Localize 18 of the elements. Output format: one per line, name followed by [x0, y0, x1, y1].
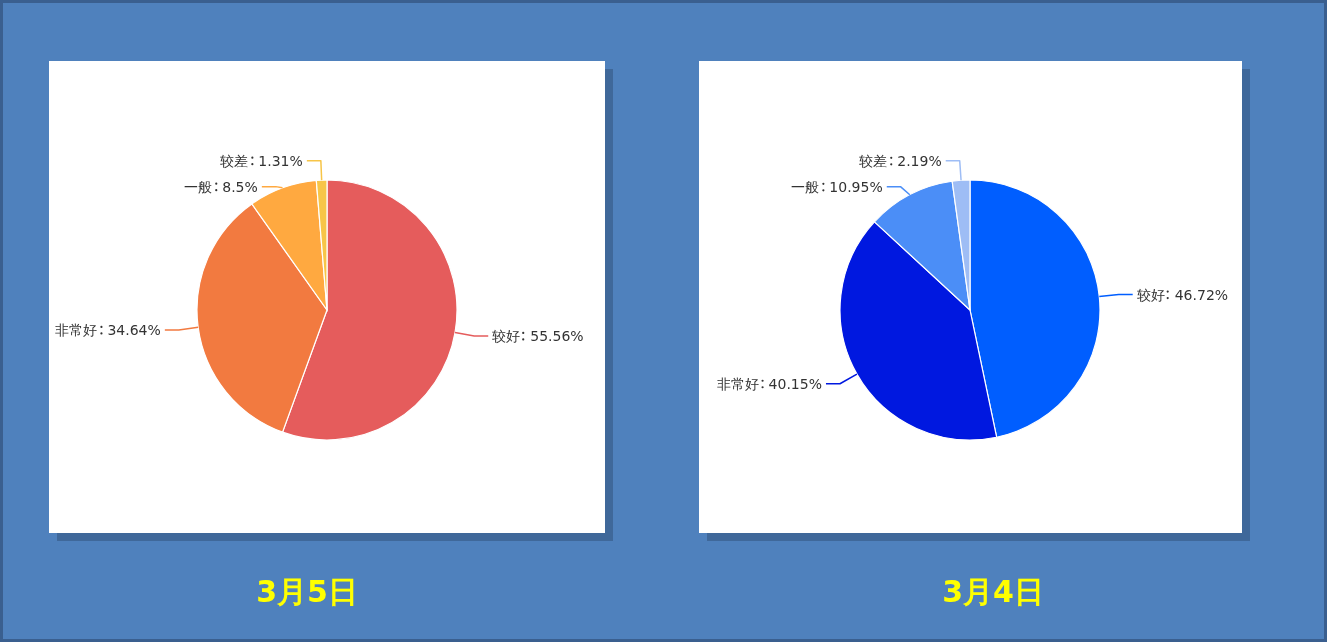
text: 3月4日 [942, 574, 1044, 609]
slice-label: 一般 [184, 178, 213, 195]
data-label: 1.31% [258, 152, 303, 169]
slice-label: 较好 [492, 327, 521, 344]
data-label: 55.56% [530, 327, 584, 344]
data-label: 46.72% [1174, 286, 1229, 303]
data-label: 34.64% [107, 321, 161, 338]
slice-label: 一般 [791, 178, 820, 195]
text: 3月5日 [256, 574, 358, 609]
slice-label: 较好 [1136, 286, 1165, 303]
slice-label: 较差 [220, 152, 249, 169]
slice-label: 较差 [859, 152, 888, 169]
data-label: 2.19% [897, 152, 942, 169]
data-label: 8.5% [222, 178, 258, 195]
slice-label: 非常好 [55, 321, 98, 338]
data-label: 40.15% [768, 375, 822, 392]
slice-label: 非常好 [716, 375, 759, 392]
data-label: 10.95% [829, 178, 883, 195]
